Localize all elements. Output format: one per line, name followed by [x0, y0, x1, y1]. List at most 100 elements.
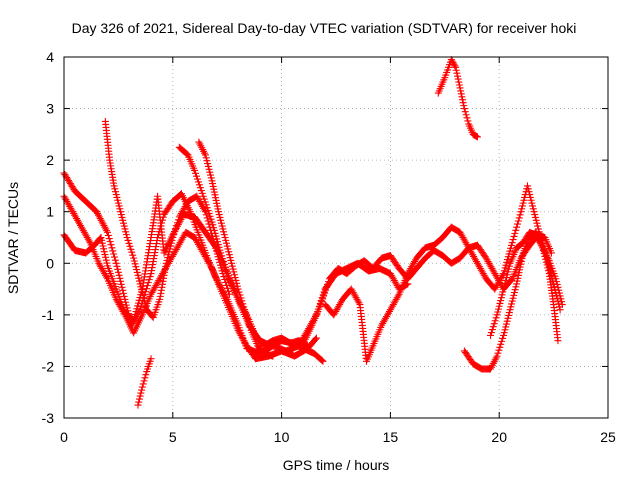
data-point — [125, 239, 133, 247]
series-arc-10 — [434, 56, 481, 141]
data-point — [459, 96, 467, 104]
data-point — [499, 271, 507, 279]
data-point — [319, 357, 327, 365]
data-point — [219, 270, 227, 278]
data-point — [508, 239, 516, 247]
data-point — [116, 274, 124, 282]
data-point — [459, 99, 467, 107]
chart-title: Day 326 of 2021, Sidereal Day-to-day VTE… — [72, 20, 577, 36]
data-point — [394, 292, 402, 300]
series-arc-5 — [134, 355, 155, 409]
data-point — [235, 288, 243, 296]
data-point — [220, 273, 228, 281]
data-point — [207, 263, 215, 271]
data-point — [494, 349, 502, 357]
data-point — [147, 355, 155, 363]
data-point — [454, 75, 462, 83]
data-point — [452, 66, 460, 74]
data-point — [113, 262, 121, 270]
y-tick-label: -1 — [42, 307, 55, 323]
series-arc-4 — [101, 117, 233, 321]
x-tick-label: 0 — [60, 429, 68, 445]
y-tick-label: -3 — [42, 410, 55, 426]
data-point — [172, 225, 180, 233]
data-point — [104, 228, 112, 236]
data-point — [492, 314, 500, 322]
data-point — [240, 303, 248, 311]
y-tick-label: 4 — [46, 49, 54, 65]
data-point — [174, 216, 182, 224]
data-point — [448, 57, 456, 65]
data-point — [458, 93, 466, 101]
data-point — [114, 265, 122, 273]
data-point — [461, 108, 469, 116]
data-point — [490, 320, 498, 328]
data-point — [450, 60, 458, 68]
data-point — [462, 111, 470, 119]
plot-frame — [63, 56, 609, 419]
series-arc-2 — [60, 192, 320, 363]
data-point — [311, 335, 319, 343]
data-point — [224, 287, 232, 295]
data-point — [139, 380, 147, 388]
data-point — [495, 346, 503, 354]
y-tick-label: 3 — [46, 101, 54, 117]
data-point — [135, 395, 143, 403]
data-marks — [60, 56, 566, 409]
data-point — [318, 356, 326, 364]
data-point — [452, 63, 460, 71]
data-point — [556, 306, 564, 314]
data-point — [509, 236, 517, 244]
data-point — [304, 342, 312, 350]
grid-lines — [64, 57, 608, 418]
data-point — [107, 241, 115, 249]
data-point — [497, 340, 505, 348]
data-point — [449, 59, 457, 67]
data-point — [243, 315, 251, 323]
data-point — [141, 374, 149, 382]
data-point — [110, 250, 118, 258]
data-point — [118, 283, 126, 291]
data-point — [138, 386, 146, 394]
data-point — [498, 337, 506, 345]
data-point — [117, 277, 125, 285]
data-point — [173, 222, 181, 230]
data-point — [110, 253, 118, 261]
data-point — [123, 234, 131, 241]
data-point — [115, 271, 123, 279]
data-point — [456, 84, 464, 92]
data-point — [510, 232, 518, 240]
data-point — [127, 245, 135, 253]
data-point — [312, 334, 320, 342]
data-point — [136, 392, 144, 400]
data-point — [237, 294, 245, 302]
x-tick-label: 15 — [383, 429, 399, 445]
y-tick-label: 2 — [46, 152, 54, 168]
data-point — [499, 334, 507, 342]
data-point — [512, 226, 520, 234]
data-point — [242, 312, 250, 320]
axis-ticks: 0 5 10 15 20 25 -3 -2 -1 0 1 2 3 4 — [42, 49, 616, 445]
data-point — [111, 256, 119, 264]
data-point — [126, 242, 134, 250]
data-point — [496, 343, 504, 351]
data-point — [558, 301, 566, 309]
data-point — [103, 273, 111, 281]
data-point — [514, 217, 522, 225]
data-point — [85, 237, 93, 245]
x-axis-label: GPS time / hours — [283, 457, 390, 473]
data-point — [119, 286, 127, 294]
y-tick-label: 0 — [46, 255, 54, 271]
data-point — [225, 290, 233, 298]
data-point — [451, 62, 459, 70]
data-point — [513, 220, 521, 228]
data-point — [460, 102, 468, 110]
data-point — [491, 317, 499, 325]
data-point — [457, 87, 465, 95]
x-tick-label: 20 — [491, 429, 507, 445]
data-point — [124, 236, 132, 244]
y-tick-label: 1 — [46, 204, 54, 220]
data-point — [245, 320, 253, 328]
data-point — [488, 326, 496, 334]
